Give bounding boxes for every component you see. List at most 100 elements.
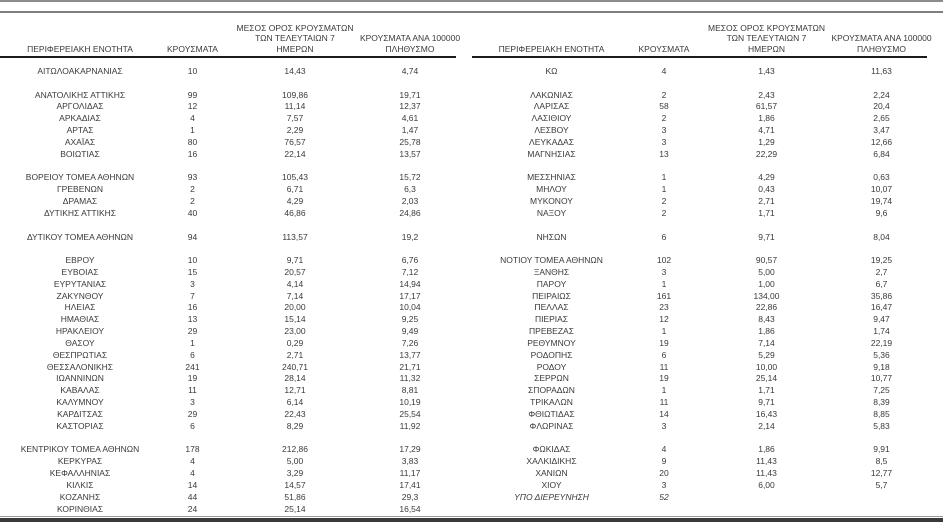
- region-cell: ΕΥΡΥΤΑΝΙΑΣ: [53, 278, 107, 289]
- avg7-cell: 1,71: [758, 385, 775, 396]
- cases-cell: 2: [661, 207, 667, 218]
- table-row: ΤΡΙΚΑΛΩΝ 11 9,71 8,39: [472, 396, 928, 408]
- table-row: ΝΗΣΩΝ 6 9,71 8,04: [472, 231, 928, 243]
- regional-cases-table-left: ΠΕΡΙΦΕΡΕΙΑΚΗ ΕΝΟΤΗΤΑ ΚΡΟΥΣΜΑΤΑ ΜΕΣΟΣ ΟΡΟ…: [0, 13, 472, 514]
- avg7-cell: 25,14: [755, 373, 778, 384]
- region-cell: ΛΑΣΙΘΙΟΥ: [531, 113, 572, 124]
- cases-cell: 2: [661, 89, 667, 100]
- header-cases: ΚΡΟΥΣΜΑΤΑ: [160, 44, 225, 55]
- spacer-row: [0, 219, 456, 231]
- cases-cell: 16: [187, 302, 198, 313]
- spacer-row: [0, 242, 456, 254]
- table-row: ΛΕΣΒΟΥ 3 4,71 3,47: [472, 124, 928, 136]
- per100k-cell: 13,57: [399, 148, 421, 159]
- per100k-cell: 12,37: [399, 101, 421, 112]
- per100k-cell: 9,49: [401, 326, 419, 337]
- region-cell: ΠΙΕΡΙΑΣ: [534, 314, 569, 325]
- cases-cell: 6: [661, 349, 667, 360]
- per100k-cell: 6,76: [401, 255, 419, 266]
- cases-cell: 4: [661, 444, 667, 455]
- region-cell: ΣΠΟΡΑΔΩΝ: [528, 385, 575, 396]
- per100k-cell: 10,77: [870, 373, 893, 384]
- avg7-cell: 1,86: [758, 444, 775, 455]
- region-cell: ΕΒΡΟΥ: [65, 255, 95, 266]
- table-row: ΚΕΡΚΥΡΑΣ 4 5,00 3,83: [0, 455, 456, 467]
- per100k-cell: 3,47: [873, 125, 890, 136]
- table-row: ΑΡΤΑΣ 1 2,29 1,47: [0, 124, 456, 136]
- table-row: ΞΑΝΘΗΣ 3 5,00 2,7: [472, 266, 928, 278]
- cases-cell: 80: [187, 136, 198, 147]
- per100k-cell: 6,3: [404, 184, 416, 195]
- avg7-cell: 2,43: [758, 89, 775, 100]
- cases-cell: 9: [661, 456, 667, 467]
- region-cell: ΚΕΝΤΡΙΚΟΥ ΤΟΜΕΑ ΑΘΗΝΩΝ: [20, 444, 140, 455]
- avg7-cell: 22,86: [755, 302, 778, 313]
- per100k-cell: 5,7: [875, 479, 888, 490]
- region-cell: ΗΜΑΘΙΑΣ: [60, 314, 100, 325]
- region-cell: ΑΧΑΪΑΣ: [64, 136, 96, 147]
- table-row: ΠΑΡΟΥ 1 1,00 6,7: [472, 278, 928, 290]
- cases-cell: 1: [661, 278, 667, 289]
- avg7-cell: 15,14: [284, 314, 306, 325]
- region-cell: ΠΑΡΟΥ: [536, 278, 567, 289]
- per100k-cell: 1,47: [401, 125, 419, 136]
- avg7-cell: 1,00: [758, 278, 775, 289]
- table-row: ΡΟΔΟΠΗΣ 6 5,29 5,36: [472, 349, 928, 361]
- region-cell: ΚΟΡΙΝΘΙΑΣ: [56, 503, 104, 514]
- region-cell: ΡΟΔΟΥ: [536, 361, 567, 372]
- cases-cell: 2: [190, 184, 195, 195]
- avg7-cell: 5,29: [758, 349, 775, 360]
- cases-cell: 58: [659, 101, 669, 112]
- cases-cell: 20: [659, 468, 669, 479]
- region-cell: ΚΕΦΑΛΛΗΝΙΑΣ: [49, 468, 111, 479]
- per100k-cell: 5,83: [873, 420, 890, 431]
- region-cell: ΑΝΑΤΟΛΙΚΗΣ ΑΤΤΙΚΗΣ: [34, 89, 126, 100]
- cases-cell: 93: [187, 172, 198, 183]
- avg7-cell: 22,29: [755, 148, 778, 159]
- header-region-label: ΠΕΡΙΦΕΡΕΙΑΚΗ ΕΝΟΤΗΤΑ: [498, 43, 605, 54]
- per100k-cell: 2,65: [873, 113, 890, 124]
- per100k-cell: 6,84: [873, 148, 890, 159]
- table-row: ΕΒΡΟΥ 10 9,71 6,76: [0, 254, 456, 266]
- cases-cell: 3: [661, 420, 667, 431]
- region-cell: ΧΑΝΙΩΝ: [535, 468, 568, 479]
- cases-cell: 13: [187, 314, 198, 325]
- cases-cell: 1: [190, 337, 195, 348]
- region-cell: ΘΕΣΣΑΛΟΝΙΚΗΣ: [46, 361, 114, 372]
- per100k-cell: 4,61: [401, 113, 419, 124]
- per100k-cell: 11,92: [399, 420, 421, 431]
- table-row: ΚΑΒΑΛΑΣ 11 12,71 8,81: [0, 384, 456, 396]
- avg7-cell: 3,29: [286, 468, 304, 479]
- avg7-cell: 113,57: [282, 231, 308, 242]
- avg7-cell: 4,14: [286, 278, 304, 289]
- region-cell: ΗΡΑΚΛΕΙΟΥ: [55, 326, 105, 337]
- avg7-cell: 4,71: [758, 125, 775, 136]
- header-region: ΠΕΡΙΦΕΡΕΙΑΚΗ ΕΝΟΤΗΤΑ: [0, 44, 160, 55]
- avg7-cell: 1,43: [758, 65, 775, 76]
- region-cell: ΑΡΓΟΛΙΔΑΣ: [56, 101, 104, 112]
- cases-cell: 3: [190, 397, 195, 408]
- top-rule-1: [0, 0, 943, 2]
- region-cell: ΜΑΓΝΗΣΙΑΣ: [527, 148, 576, 159]
- cases-cell: 12: [659, 314, 669, 325]
- header-region-label: ΠΕΡΙΦΕΡΕΙΑΚΗ ΕΝΟΤΗΤΑ: [27, 43, 133, 54]
- avg7-cell: 109,86: [282, 89, 308, 100]
- per100k-cell: 8,5: [875, 456, 888, 467]
- cases-cell: 178: [185, 444, 200, 455]
- cases-cell: 94: [187, 231, 198, 242]
- table-row: ΠΡΕΒΕΖΑΣ 1 1,86 1,74: [472, 325, 928, 337]
- spacer-row: [0, 77, 456, 89]
- per100k-cell: 25,78: [399, 136, 421, 147]
- header-avg7-label: ΜΕΣΟΣ ΟΡΟΣ ΚΡΟΥΣΜΑΤΩΝ ΤΩΝ ΤΕΛΕΥΤΑΙΩΝ 7 Η…: [708, 22, 825, 54]
- region-cell: ΚΟΖΑΝΗΣ: [59, 491, 101, 502]
- table-row: ΧΑΛΚΙΔΙΚΗΣ 9 11,43 8,5: [472, 455, 928, 467]
- per100k-cell: 17,29: [399, 444, 421, 455]
- avg7-cell: 10,00: [755, 361, 778, 372]
- avg7-cell: 46,86: [284, 207, 306, 218]
- table-row: ΜΕΣΣΗΝΙΑΣ 1 4,29 0,63: [472, 171, 928, 183]
- avg7-cell: 11,43: [756, 468, 777, 479]
- bottom-rule-thick: [0, 518, 943, 522]
- cases-cell: 19: [659, 337, 669, 348]
- avg7-cell: 4,29: [286, 196, 304, 207]
- region-cell: ΔΡΑΜΑΣ: [62, 196, 98, 207]
